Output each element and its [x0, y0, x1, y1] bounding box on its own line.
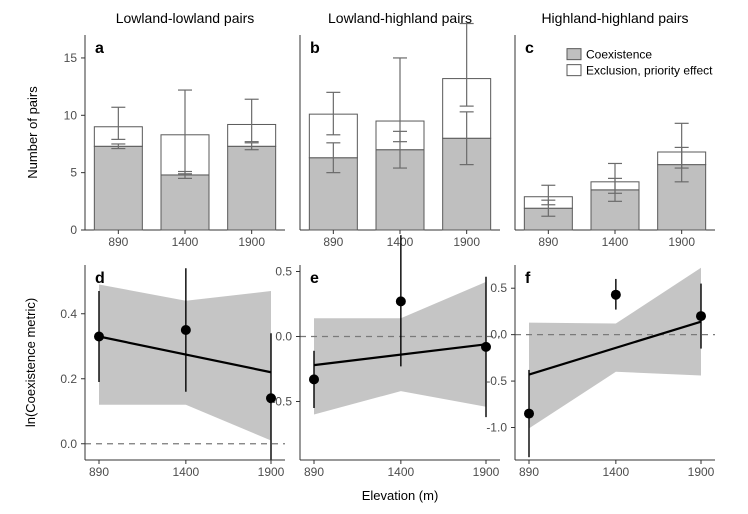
x-axis-label: Elevation (m)	[362, 488, 439, 503]
svg-text:1400: 1400	[602, 465, 629, 479]
svg-text:a: a	[95, 40, 104, 57]
data-point	[481, 342, 491, 352]
svg-text:0.0: 0.0	[60, 437, 77, 451]
svg-text:c: c	[525, 40, 534, 57]
svg-text:1400: 1400	[387, 465, 414, 479]
svg-text:Highland-highland pairs: Highland-highland pairs	[541, 10, 688, 26]
svg-text:890: 890	[519, 465, 539, 479]
svg-text:e: e	[310, 270, 319, 287]
svg-text:Lowland-lowland pairs: Lowland-lowland pairs	[116, 10, 255, 26]
svg-text:1400: 1400	[172, 235, 199, 249]
svg-text:1900: 1900	[258, 465, 285, 479]
svg-text:1900: 1900	[668, 235, 695, 249]
data-point	[94, 332, 104, 342]
svg-text:b: b	[310, 40, 320, 57]
svg-text:890: 890	[108, 235, 128, 249]
svg-text:10: 10	[64, 108, 78, 122]
svg-text:0: 0	[70, 223, 77, 237]
svg-text:890: 890	[89, 465, 109, 479]
svg-text:1400: 1400	[602, 235, 629, 249]
svg-text:890: 890	[304, 465, 324, 479]
legend-label: Coexistence	[586, 48, 652, 62]
svg-text:Lowland-highland pairs: Lowland-highland pairs	[328, 10, 472, 26]
svg-text:5: 5	[70, 166, 77, 180]
data-point	[611, 290, 621, 300]
data-point	[309, 374, 319, 384]
svg-text:890: 890	[538, 235, 558, 249]
panel-f: f -1.0 -0.5 0.0 0.5 890 1400 1900	[486, 265, 715, 479]
data-point	[181, 325, 191, 335]
bar-coexistence	[228, 146, 276, 230]
svg-text:0.5: 0.5	[490, 281, 507, 295]
svg-text:-0.5: -0.5	[271, 395, 292, 409]
panel-b: Lowland-highland pairsb89014001900	[300, 10, 500, 249]
svg-text:1900: 1900	[453, 235, 480, 249]
svg-text:1400: 1400	[172, 465, 199, 479]
svg-text:0.5: 0.5	[275, 265, 292, 279]
ci-ribbon	[99, 285, 271, 441]
svg-text:15: 15	[64, 51, 78, 65]
svg-text:f: f	[525, 270, 531, 287]
svg-text:-0.5: -0.5	[486, 374, 507, 388]
svg-text:1900: 1900	[688, 465, 715, 479]
svg-text:0.4: 0.4	[60, 307, 77, 321]
legend-swatch	[567, 49, 581, 60]
svg-text:0.0: 0.0	[275, 330, 292, 344]
figure-root: Lowland-lowland pairsa05101589014001900L…	[0, 0, 748, 514]
figure-svg: Lowland-lowland pairsa05101589014001900L…	[0, 0, 748, 514]
bar-coexistence	[161, 175, 209, 230]
svg-text:0.2: 0.2	[60, 372, 77, 386]
legend-label: Exclusion, priority effect	[586, 64, 713, 78]
y-axis-label-top: Number of pairs	[25, 86, 40, 179]
svg-text:1900: 1900	[473, 465, 500, 479]
panel-e: e -0.5 0.0 0.5 890 1400 1900	[271, 235, 500, 479]
legend-swatch	[567, 65, 581, 76]
panel-a: Lowland-lowland pairs a 0 5 10 15 890 1400 1900	[64, 10, 285, 249]
svg-text:0.0: 0.0	[490, 328, 507, 342]
data-point	[396, 296, 406, 306]
panel-d: d 0.0 0.2 0.4 890 1400 1900	[60, 265, 285, 479]
data-point	[524, 409, 534, 419]
svg-text:d: d	[95, 270, 105, 287]
svg-text:890: 890	[323, 235, 343, 249]
y-axis-label-bottom: ln(Coexistence metric)	[23, 298, 38, 427]
panel-c: Highland-highland pairs c 890 1400 1900 Coexi…	[515, 10, 715, 249]
svg-text:-1.0: -1.0	[486, 421, 507, 435]
bar-coexistence	[94, 146, 142, 230]
svg-text:1900: 1900	[238, 235, 265, 249]
data-point	[696, 311, 706, 321]
